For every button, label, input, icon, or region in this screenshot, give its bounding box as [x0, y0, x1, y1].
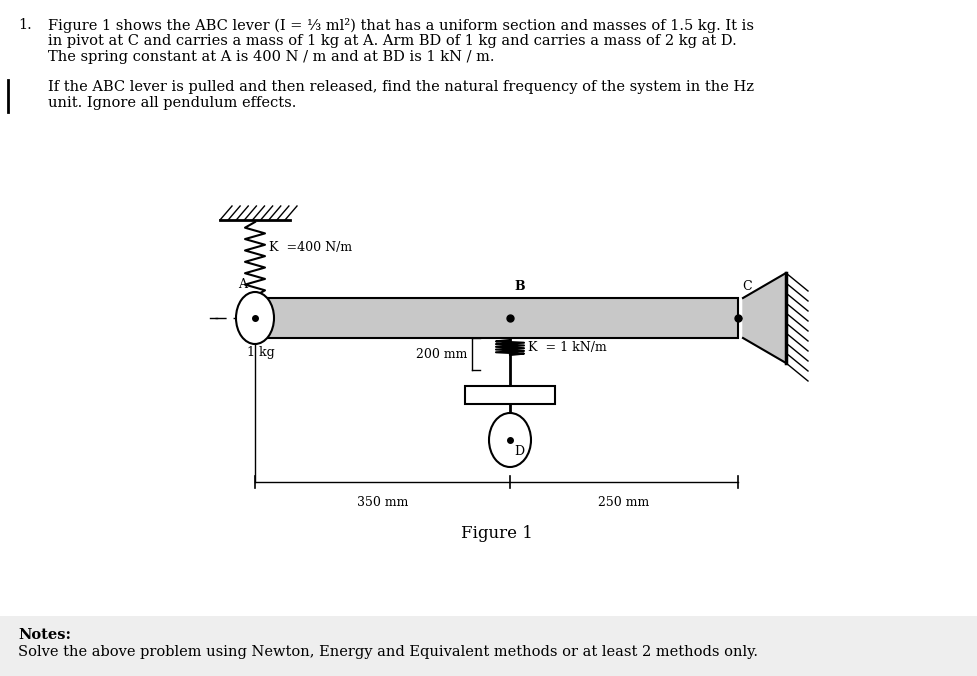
Text: 1.: 1.: [18, 18, 31, 32]
Text: Figure 1 shows the ABC lever (I = ⅓ ml²) that has a uniform section and masses o: Figure 1 shows the ABC lever (I = ⅓ ml²)…: [48, 18, 754, 33]
Text: 200 mm: 200 mm: [415, 347, 467, 360]
Text: K  = 1 kN/m: K = 1 kN/m: [528, 341, 607, 354]
Bar: [250, 298, 738, 338]
Text: The spring constant at A is 400 N / m and at BD is 1 kN / m.: The spring constant at A is 400 N / m an…: [48, 50, 494, 64]
Text: K  =400 N/m: K =400 N/m: [269, 241, 352, 254]
Text: 1 kg: 1 kg: [247, 346, 275, 359]
Text: Notes:: Notes:: [18, 628, 71, 642]
Text: unit. Ignore all pendulum effects.: unit. Ignore all pendulum effects.: [48, 96, 296, 110]
Text: Figure 1: Figure 1: [460, 525, 532, 542]
Text: Solve the above problem using Newton, Energy and Equivalent methods or at least : Solve the above problem using Newton, En…: [18, 645, 758, 659]
Text: A: A: [238, 278, 247, 291]
Text: If the ABC lever is pulled and then released, find the natural frequency of the : If the ABC lever is pulled and then rele…: [48, 80, 754, 94]
Polygon shape: [743, 273, 786, 363]
Text: 250 mm: 250 mm: [598, 496, 650, 509]
Text: B: B: [514, 279, 525, 293]
Bar: [0, 616, 977, 676]
Text: 350 mm: 350 mm: [357, 496, 408, 509]
Ellipse shape: [489, 413, 531, 467]
Text: in pivot at C and carries a mass of 1 kg at A. Arm BD of 1 kg and carries a mass: in pivot at C and carries a mass of 1 kg…: [48, 34, 737, 48]
Ellipse shape: [236, 292, 274, 344]
Bar: [465, 386, 555, 404]
Text: D: D: [514, 445, 524, 458]
Text: C: C: [742, 279, 751, 293]
